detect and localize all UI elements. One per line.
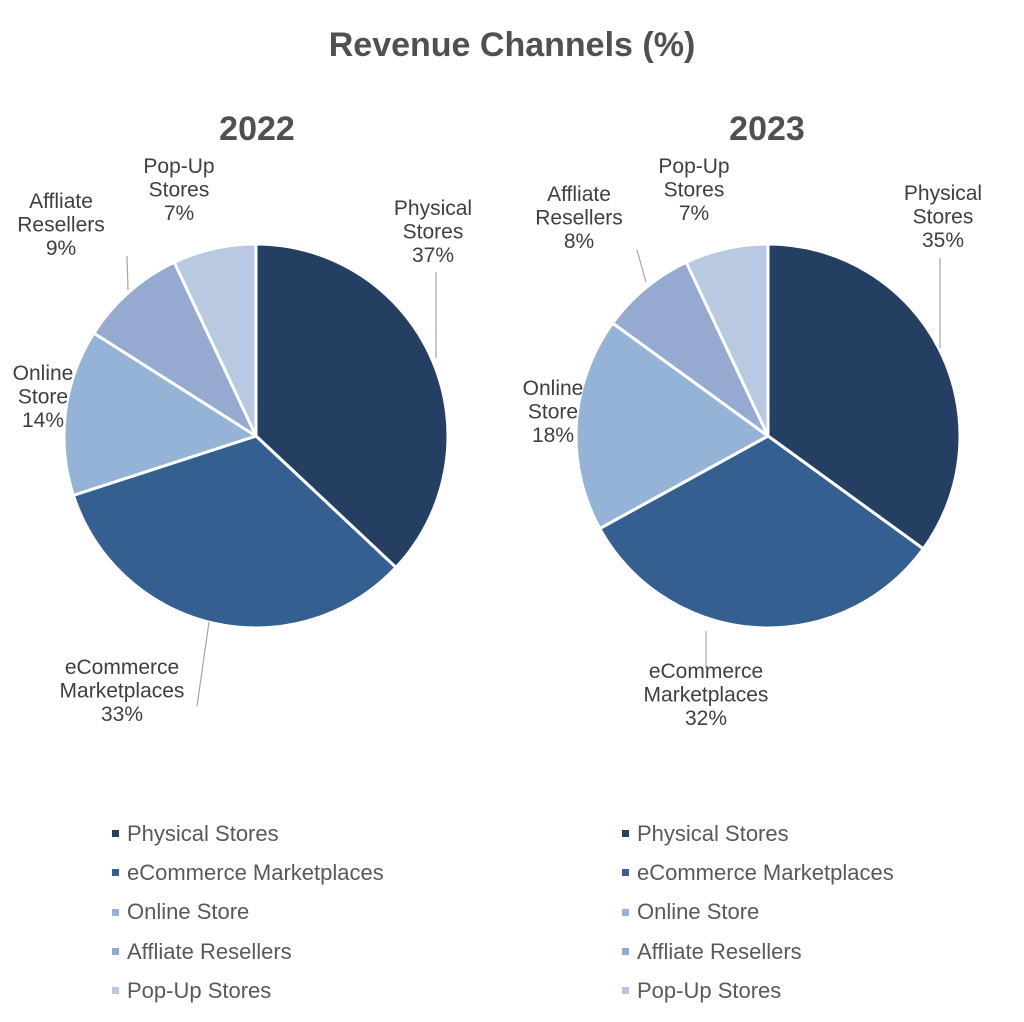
data-label: Physical Stores 35% [904, 182, 982, 252]
pie-slice [684, 242, 770, 438]
data-label: eCommerce Marketplaces 32% [644, 660, 769, 730]
legend-swatch [112, 869, 119, 877]
legend-item: Online Store [112, 893, 384, 932]
legend-swatch [622, 869, 629, 877]
legend-label: Affliate Resellers [637, 938, 802, 964]
legend-label: Physical Stores [637, 820, 789, 846]
pie-slice [172, 242, 258, 438]
pie-slice [598, 434, 925, 630]
legend-label: Pop-Up Stores [637, 977, 782, 1003]
pie-slice [766, 242, 962, 551]
data-label: Physical Stores 37% [394, 197, 472, 267]
legend-swatch [622, 908, 629, 916]
legend-swatch [112, 908, 119, 916]
legend-item: Affliate Resellers [622, 932, 894, 971]
legend-swatch [112, 830, 119, 838]
legend-swatch [622, 948, 629, 956]
legend-swatch [112, 948, 119, 956]
legend-item: eCommerce Marketplaces [112, 853, 384, 892]
legend-item: Physical Stores [112, 814, 384, 853]
pie-slice [62, 331, 258, 497]
pie-slice [254, 242, 450, 569]
pie-title-2023: 2023 [729, 110, 805, 148]
legend-swatch [112, 987, 119, 995]
legend-item: Physical Stores [622, 814, 894, 853]
legend-item: eCommerce Marketplaces [622, 853, 894, 892]
legend-label: Pop-Up Stores [127, 977, 272, 1003]
legend-label: Online Store [127, 899, 250, 925]
data-label: Online Store 14% [13, 362, 74, 432]
legend-label: Online Store [637, 899, 760, 925]
data-label: Online Store 18% [523, 377, 584, 447]
chart-title: Revenue Channels (%) [328, 26, 696, 64]
leader-line [636, 249, 647, 283]
data-label: Affliate Resellers 8% [535, 183, 623, 253]
pie-slice [92, 260, 258, 438]
legend-label: eCommerce Marketplaces [637, 859, 894, 885]
legend-2023: Physical Stores eCommerce Marketplaces Onl… [622, 814, 894, 1010]
data-label: eCommerce Marketplaces 33% [60, 656, 185, 726]
legend-label: Physical Stores [127, 820, 279, 846]
leader-line [126, 255, 129, 291]
leader-line [196, 621, 210, 707]
pie-slice [611, 260, 770, 438]
data-label: Pop-Up Stores 7% [143, 155, 214, 225]
pie-slice [574, 321, 770, 530]
legend-2022: Physical Stores eCommerce Marketplaces Onl… [112, 814, 384, 1010]
legend-item: Pop-Up Stores [622, 971, 894, 1010]
pie-title-2022: 2022 [219, 110, 295, 148]
legend-label: Affliate Resellers [127, 938, 292, 964]
legend-item: Online Store [622, 893, 894, 932]
data-label: Affliate Resellers 9% [17, 190, 105, 260]
legend-label: eCommerce Marketplaces [127, 859, 384, 885]
legend-swatch [622, 830, 629, 838]
legend-item: Pop-Up Stores [112, 971, 384, 1010]
legend-swatch [622, 987, 629, 995]
legend-item: Affliate Resellers [112, 932, 384, 971]
data-label: Pop-Up Stores 7% [658, 155, 729, 225]
pie-slice [71, 434, 398, 630]
